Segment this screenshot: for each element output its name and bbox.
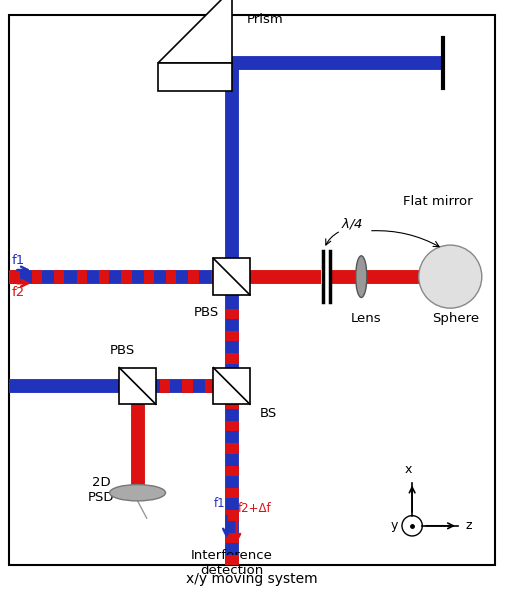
Text: Prism: Prism — [247, 13, 284, 26]
Text: f2: f2 — [11, 287, 24, 300]
Text: y: y — [390, 519, 398, 533]
Bar — [213, 368, 250, 404]
Text: Sphere: Sphere — [432, 312, 479, 325]
Bar — [213, 259, 250, 295]
Polygon shape — [366, 273, 419, 279]
Polygon shape — [158, 63, 232, 91]
Ellipse shape — [109, 485, 165, 501]
Text: 2D
PSD: 2D PSD — [88, 476, 114, 504]
Text: BS: BS — [260, 407, 277, 420]
Circle shape — [419, 245, 482, 308]
Text: Interference
detection: Interference detection — [191, 549, 272, 577]
Text: $\lambda$/4: $\lambda$/4 — [341, 216, 363, 230]
Text: f1: f1 — [214, 497, 225, 509]
Text: Lens: Lens — [351, 312, 382, 325]
Text: z: z — [466, 519, 472, 533]
Polygon shape — [158, 0, 232, 63]
Text: x: x — [404, 463, 412, 476]
Text: PBS: PBS — [109, 344, 135, 358]
Ellipse shape — [356, 256, 367, 297]
Text: f1: f1 — [11, 254, 24, 267]
Circle shape — [402, 516, 422, 536]
Text: x/y moving system: x/y moving system — [186, 572, 318, 586]
Text: Flat mirror: Flat mirror — [403, 195, 472, 208]
Text: f2+Δf: f2+Δf — [238, 501, 271, 515]
Text: PBS: PBS — [193, 306, 219, 319]
Bar — [119, 368, 156, 404]
